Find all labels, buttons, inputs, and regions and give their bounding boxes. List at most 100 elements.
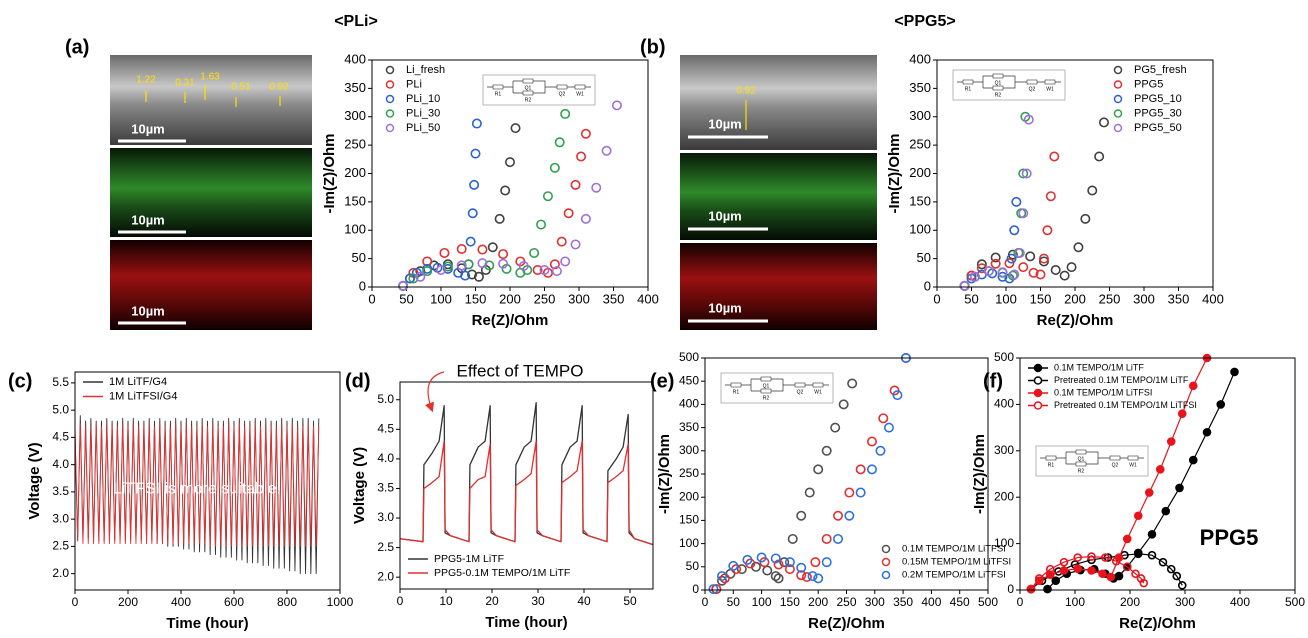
thickness-label: 0.92 — [736, 86, 756, 97]
circuit-element — [962, 79, 974, 85]
data-point — [1175, 483, 1184, 493]
data-point — [542, 191, 553, 202]
data-point — [983, 266, 994, 277]
x-tick-label: 100 — [752, 595, 772, 609]
legend-label: PPG5-1M LiTF — [434, 553, 504, 565]
x-tick-label: 20 — [485, 594, 499, 608]
data-point — [470, 148, 481, 159]
circuit-element — [1109, 455, 1121, 461]
legend-marker — [1113, 65, 1123, 75]
data-point — [1018, 262, 1029, 273]
data-point — [773, 573, 784, 584]
data-point — [460, 270, 471, 281]
data-point — [1133, 511, 1143, 521]
scale-bar-label: 10µm — [708, 300, 742, 315]
data-point — [997, 271, 1008, 282]
y-tick-label: 500 — [679, 350, 699, 364]
x-tick-label: 40 — [577, 594, 591, 608]
data-point — [1018, 168, 1029, 179]
data-point — [601, 145, 612, 156]
data-point — [473, 271, 484, 282]
y-axis-title: -Im(Z)/Ohm — [886, 134, 903, 214]
scale-bar-label: 10µm — [131, 212, 165, 227]
panel-label: (f) — [983, 370, 1003, 392]
data-point — [1098, 569, 1107, 579]
plot-frame — [371, 59, 649, 288]
data-point — [1230, 367, 1239, 377]
legend-label: 0.1M TEMPO/1M LiTF — [1054, 362, 1144, 372]
y-tick-label: 200 — [994, 489, 1014, 503]
x-axis-title: Re(Z)/Ohm — [472, 312, 549, 329]
legend-label: 0.1M TEMPO/1M LiTFSI — [1054, 387, 1152, 397]
data-point — [1100, 553, 1110, 562]
circuit-label: Q2 — [559, 91, 566, 97]
plot-frame — [936, 59, 1214, 288]
y-tick-label: 2.0 — [377, 569, 394, 583]
data-point — [1042, 225, 1053, 236]
y-tick-label: 4.0 — [52, 457, 69, 471]
scale-bar-label: 10µm — [131, 303, 165, 318]
y-tick-label: 3.5 — [52, 484, 69, 498]
circuit-label: Q2 — [1029, 86, 1036, 92]
data-point — [736, 564, 747, 575]
y-tick-label: 50 — [352, 250, 366, 265]
y-tick-label: 250 — [679, 466, 699, 480]
x-tick-label: 300 — [865, 595, 885, 609]
data-point — [1059, 557, 1069, 567]
data-point — [456, 243, 467, 254]
data-point — [796, 510, 807, 521]
data-point — [821, 445, 832, 456]
data-point — [1035, 269, 1046, 280]
y-axis-title: -Im(Z)/Ohm — [321, 134, 338, 214]
data-point — [529, 247, 540, 258]
data-point — [1021, 168, 1032, 179]
x-tick-label: 0 — [368, 291, 375, 306]
data-point — [435, 264, 446, 275]
data-point — [844, 487, 855, 498]
data-point — [959, 280, 970, 291]
series-line — [74, 423, 320, 547]
series-line — [399, 402, 654, 546]
x-tick-label: 50 — [964, 291, 978, 306]
legend-marker — [1033, 401, 1043, 410]
data-point — [813, 573, 824, 584]
data-point — [1188, 455, 1198, 465]
data-point — [866, 464, 877, 475]
circuit-label: Q1 — [1078, 456, 1085, 462]
data-point — [1106, 572, 1116, 582]
data-point — [1073, 564, 1083, 573]
data-point — [716, 571, 727, 582]
y-tick-label: 400 — [679, 397, 699, 411]
data-point — [1023, 114, 1034, 125]
x-tick-label: 150 — [465, 291, 487, 306]
data-point — [878, 413, 889, 424]
data-point — [855, 487, 866, 498]
data-point — [1158, 557, 1168, 567]
data-point — [976, 259, 987, 270]
data-point — [708, 584, 719, 595]
data-point — [1161, 506, 1171, 516]
annotation: PPG5 — [1200, 525, 1259, 550]
circuit-inset: R1 Q1 R2 Q2 W1 — [952, 69, 1066, 101]
circuit-label: R2 — [995, 92, 1002, 98]
legend-marker — [881, 557, 891, 567]
micrograph-b: 0.92 10µm 10µm 10µm — [680, 55, 877, 330]
data-point — [796, 570, 807, 581]
plot-frame — [704, 357, 989, 591]
data-point — [1147, 550, 1157, 560]
data-point — [779, 557, 790, 568]
data-point — [551, 266, 562, 277]
inset-frame — [952, 69, 1066, 101]
y-axis-title: Voltage (V) — [351, 447, 368, 524]
x-tick-label: 600 — [224, 595, 244, 609]
circuit-element — [522, 90, 534, 96]
circuit-label: R1 — [495, 91, 502, 97]
circuit-element — [1127, 455, 1139, 461]
data-point — [1166, 564, 1176, 574]
legend-marker — [1113, 109, 1123, 118]
circuit-label: R1 — [733, 389, 740, 395]
circuit-label: R1 — [1048, 462, 1055, 468]
data-point — [847, 378, 858, 389]
x-tick-label: 400 — [1230, 595, 1250, 609]
y-tick-label: 100 — [679, 536, 699, 550]
